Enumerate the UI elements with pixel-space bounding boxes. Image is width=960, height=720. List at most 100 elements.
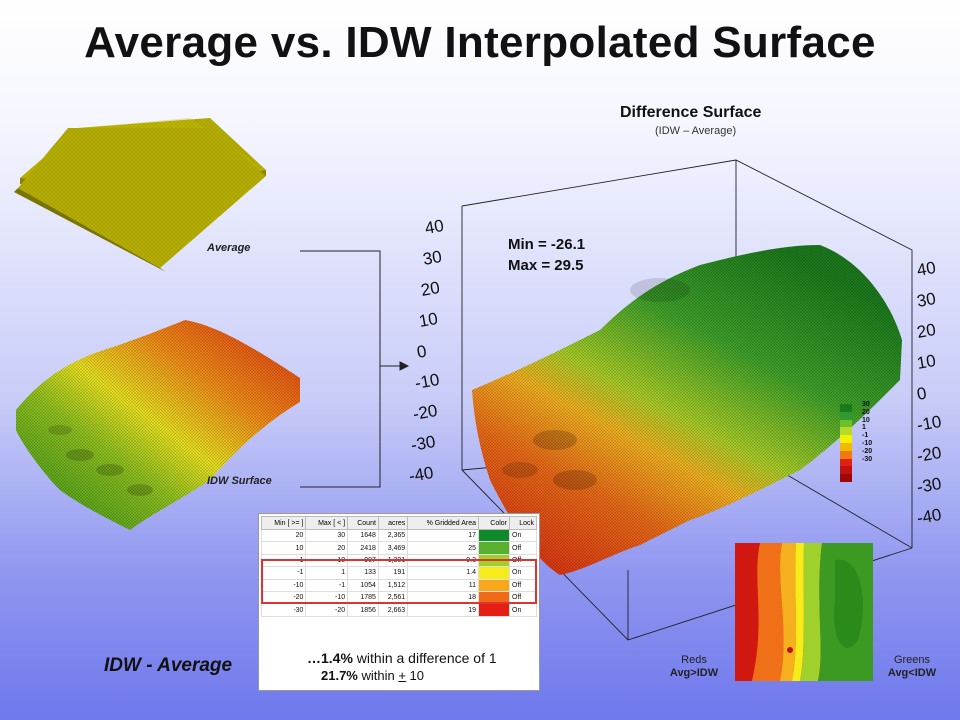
stat2-value: 21.7% xyxy=(321,668,358,683)
max-value: Max = 29.5 xyxy=(508,257,584,274)
axis-tick-right: -20 xyxy=(915,443,943,466)
table-cell: 19 xyxy=(407,603,479,617)
legend-swatch xyxy=(840,435,852,443)
table-cell: 10 xyxy=(260,541,307,555)
table-row[interactable]: -20 -10 1785 2,561 18 Off xyxy=(260,590,537,605)
table-row[interactable]: 20 30 1648 2,365 17 On xyxy=(260,528,537,543)
mini-color-map xyxy=(735,543,873,681)
table-cell: 30 xyxy=(305,528,349,543)
legend-swatch xyxy=(840,442,852,451)
table-header[interactable]: Max [ < ] xyxy=(305,516,349,530)
table-cell: 11 xyxy=(407,578,479,592)
legend-value: -20 xyxy=(862,447,873,455)
axis-tick-left: 30 xyxy=(421,247,443,269)
reds-line2: Avg>IDW xyxy=(669,667,719,679)
legend-value: 20 xyxy=(862,408,870,416)
axis-tick-left: 40 xyxy=(423,216,445,238)
legend-value: -1 xyxy=(862,432,869,440)
table-cell: 25 xyxy=(407,541,479,555)
legend-swatch xyxy=(840,411,852,420)
greens-line1: Greens xyxy=(893,654,931,666)
table-cell: 20 xyxy=(260,528,307,543)
table-header[interactable]: Color xyxy=(478,516,510,530)
table-cell: 1,512 xyxy=(377,578,409,592)
table-cell: 20 xyxy=(305,541,349,555)
table-header[interactable]: % Gridded Area xyxy=(407,516,479,530)
difference-surface-title: Difference Surface xyxy=(620,104,762,121)
table-row[interactable]: -10 -1 1054 1,512 11 Off xyxy=(260,578,537,592)
legend-swatch xyxy=(840,404,852,412)
color-legend-labels: 30 20 10 1 -1 -10 -20 -30 xyxy=(862,401,872,463)
stat2-text-post: 10 xyxy=(405,668,425,683)
idw-surface-label: IDW Surface xyxy=(207,475,272,487)
table-header[interactable]: Min [ >= ] xyxy=(260,516,307,530)
average-plate xyxy=(14,128,266,272)
axis-tick-right: -10 xyxy=(915,412,943,435)
axis-tick-right: 20 xyxy=(915,320,937,342)
classification-table-panel: Min [ >= ] Max [ < ] Count acres% Gridded A… xyxy=(258,513,540,691)
connector-arrow xyxy=(300,250,410,488)
page-title: Average vs. IDW Interpolated Surface xyxy=(84,18,876,67)
average-label: Average xyxy=(207,242,251,254)
table-row[interactable]: -30 -20 1856 2,663 19 On xyxy=(260,603,537,617)
axis-tick-left: 20 xyxy=(419,278,441,300)
stat1-text: within a difference of 1 xyxy=(352,650,497,666)
legend-swatch xyxy=(840,474,852,482)
lock-cell[interactable]: On xyxy=(509,603,537,617)
legend-value: 30 xyxy=(862,401,870,408)
color-swatch[interactable] xyxy=(478,528,510,543)
table-row[interactable]: 10 20 2418 3,469 25 Off xyxy=(260,541,537,555)
legend-swatch xyxy=(840,458,852,467)
stat1-value: …1.4% xyxy=(307,650,353,666)
table-header[interactable]: acres xyxy=(377,516,409,530)
legend-value: -10 xyxy=(862,439,873,447)
legend-value: 10 xyxy=(862,416,870,424)
table-cell: 133 xyxy=(347,566,379,580)
axis-tick-left: 10 xyxy=(417,309,439,331)
axis-tick-right: 40 xyxy=(915,258,937,280)
axis-tick-right: 30 xyxy=(915,289,937,311)
table-cell: 2,365 xyxy=(377,528,409,543)
table-cell: 1856 xyxy=(347,603,379,617)
axis-tick-left: 0 xyxy=(415,342,428,362)
table-header[interactable]: Count xyxy=(347,516,379,530)
idw-minus-average-label: IDW - Average xyxy=(104,655,233,676)
table-row[interactable]: -1 1 133 191 1.4 On xyxy=(260,566,537,580)
axis-tick-left: -20 xyxy=(411,401,439,424)
color-swatch[interactable] xyxy=(478,541,510,555)
legend-swatch xyxy=(840,427,852,436)
lock-cell[interactable]: Off xyxy=(509,541,537,555)
axis-tick-right: -30 xyxy=(915,474,943,497)
axis-tick-left: -10 xyxy=(413,370,441,393)
color-swatch[interactable] xyxy=(478,603,510,617)
table-cell: 191 xyxy=(377,566,409,580)
idw-surface xyxy=(16,320,300,530)
min-max-readout: Min = -26.1 Max = 29.5 xyxy=(508,234,585,276)
axis-tick-right: 0 xyxy=(915,384,928,404)
min-value: Min = -26.1 xyxy=(508,236,586,253)
axis-tick-left: -30 xyxy=(409,432,437,455)
legend-value: 1 xyxy=(862,424,866,432)
legend-swatch xyxy=(840,419,852,428)
lock-cell[interactable]: On xyxy=(509,528,537,543)
table-cell: 2,663 xyxy=(377,603,409,617)
table-cell: 2418 xyxy=(347,541,379,555)
greens-line2: Avg<IDW xyxy=(887,667,937,679)
reds-line1: Reds xyxy=(681,654,707,666)
plus-minus-sign: + xyxy=(398,668,406,683)
color-swatch[interactable] xyxy=(478,578,510,592)
legend-swatch xyxy=(840,466,852,475)
axis-tick-right: 10 xyxy=(915,351,937,373)
table-header[interactable]: Lock xyxy=(509,516,537,530)
stat-within-1: …1.4% within a difference of 1 xyxy=(307,650,497,666)
axis-tick-left: -40 xyxy=(407,463,435,486)
legend-swatch xyxy=(840,450,852,459)
color-legend-bar xyxy=(840,404,852,482)
table-cell: -20 xyxy=(305,603,349,617)
table-cell: 1648 xyxy=(347,528,379,543)
stat2-text-pre: within xyxy=(357,668,399,683)
color-swatch[interactable] xyxy=(478,566,510,580)
greens-caption: Greens Avg<IDW xyxy=(880,654,944,680)
